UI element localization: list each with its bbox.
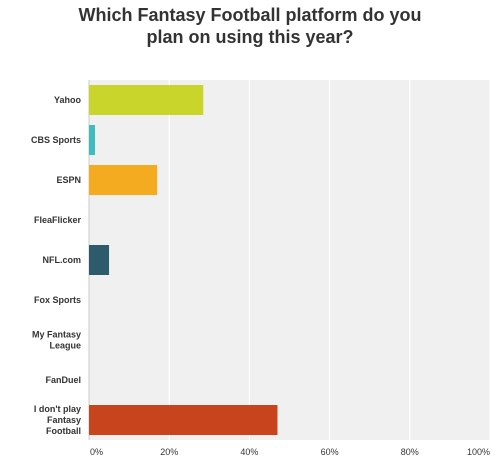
category-label: Fox Sports bbox=[34, 295, 81, 305]
x-tick-label: 60% bbox=[321, 447, 339, 457]
x-tick-label: 0% bbox=[90, 447, 103, 457]
category-label-line: CBS Sports bbox=[31, 135, 81, 145]
x-tick-label: 100% bbox=[467, 447, 490, 457]
bar-espn[interactable] bbox=[89, 165, 158, 195]
bars bbox=[89, 85, 278, 435]
x-tick-label: 40% bbox=[240, 447, 258, 457]
bar-i-don-t-play-fantasy-football[interactable] bbox=[89, 405, 278, 435]
category-label-line: ESPN bbox=[56, 175, 81, 185]
category-label: ESPN bbox=[56, 175, 81, 185]
x-tick-label: 20% bbox=[160, 447, 178, 457]
category-label: CBS Sports bbox=[31, 135, 81, 145]
x-axis-ticks: 0% 20% 40% 60% 80% 100% bbox=[90, 447, 490, 457]
category-label: My Fantasy League bbox=[32, 330, 81, 351]
category-label-line: I don't play bbox=[34, 404, 81, 414]
chart-title-line-2: plan on using this year? bbox=[146, 27, 354, 47]
chart-title: Which Fantasy Football platform do you p… bbox=[0, 4, 500, 48]
category-label: Yahoo bbox=[54, 95, 82, 105]
category-label-line: FanDuel bbox=[45, 375, 81, 385]
chart-title-line-1: Which Fantasy Football platform do you bbox=[78, 5, 422, 25]
plot-background bbox=[89, 80, 490, 440]
category-label-line: Yahoo bbox=[54, 95, 82, 105]
category-label-line: League bbox=[49, 341, 81, 351]
category-label-line: My Fantasy bbox=[32, 330, 81, 340]
bar-cbs-sports[interactable] bbox=[89, 125, 96, 155]
category-label-line: Fantasy bbox=[47, 415, 81, 425]
category-label: FanDuel bbox=[45, 375, 81, 385]
category-label-line: Fox Sports bbox=[34, 295, 81, 305]
category-label-line: NFL.com bbox=[42, 255, 81, 265]
category-label: FleaFlicker bbox=[34, 215, 82, 225]
bar-nfl-com[interactable] bbox=[89, 245, 110, 275]
bar-yahoo[interactable] bbox=[89, 85, 204, 115]
category-label: I don't play Fantasy Football bbox=[34, 404, 81, 436]
x-tick-label: 80% bbox=[401, 447, 419, 457]
category-labels: Yahoo CBS Sports ESPN FleaFlicker NFL.com Fox… bbox=[31, 95, 82, 436]
category-label-line: FleaFlicker bbox=[34, 215, 82, 225]
category-label-line: Football bbox=[46, 426, 81, 436]
plot-area bbox=[88, 80, 491, 440]
category-label: NFL.com bbox=[42, 255, 81, 265]
